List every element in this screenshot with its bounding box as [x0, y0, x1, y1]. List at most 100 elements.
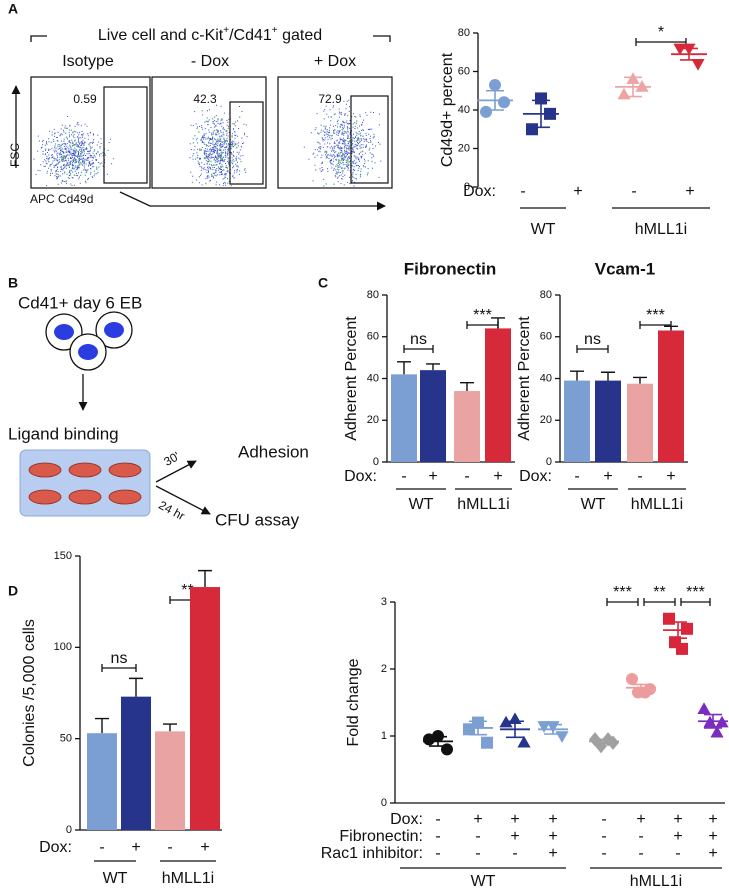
condition-value: -: [631, 183, 636, 200]
significance-label: **: [653, 584, 665, 601]
condition-value: +: [708, 811, 717, 828]
data-point: [710, 725, 724, 738]
chart-title: Fibronectin: [404, 259, 497, 278]
condition-value: -: [638, 828, 643, 845]
error-bar: [198, 569, 212, 588]
flow-title: Isotype: [62, 53, 114, 70]
condition-value: -: [637, 468, 642, 485]
arrow: [155, 460, 197, 483]
y-tick-label: 0: [464, 181, 470, 193]
condition-label: Rac1 inhibitor:: [321, 845, 423, 862]
condition-value: -: [99, 839, 104, 856]
significance-bracket: [576, 345, 609, 353]
sem-bar: [595, 738, 613, 745]
apc-arrow: [119, 191, 386, 211]
y-tick-label: 100: [54, 641, 72, 653]
flow-title: + Dox: [314, 53, 356, 70]
gate: [103, 86, 148, 184]
condition-label: Dox:: [390, 811, 423, 828]
condition-label: Dox:: [463, 183, 496, 200]
flow-title: - Dox: [191, 53, 229, 70]
data-point: [498, 96, 510, 109]
outcome: Adhesion: [238, 442, 309, 461]
y-tick-label: 1: [381, 730, 387, 742]
condition-label: Dox:: [344, 468, 377, 485]
condition-value: +: [673, 811, 682, 828]
data-point: [663, 612, 675, 625]
y-tick-label: 2: [381, 663, 387, 675]
panel-label: C: [318, 275, 328, 291]
condition-value: +: [200, 839, 209, 856]
y-tick-label: 80: [367, 289, 379, 301]
sem-bar: [624, 76, 642, 98]
significance-label: ns: [584, 331, 601, 348]
data-point: [676, 642, 688, 655]
condition-label: Dox:: [39, 839, 72, 856]
panel-label: D: [8, 583, 18, 599]
error-bar: [95, 717, 109, 734]
condition-value: -: [512, 845, 517, 862]
data-point: [626, 673, 638, 686]
condition-value: -: [401, 468, 406, 485]
bar: [564, 380, 590, 462]
condition-value: +: [673, 828, 682, 845]
flow-header: Live cell and c-Kit+/Cd41+ gated: [98, 25, 322, 45]
data-point: [555, 731, 569, 743]
condition-value: +: [131, 839, 140, 856]
group-label: hMLL1i: [457, 496, 509, 513]
data-point: [517, 735, 531, 748]
condition-value: +: [493, 468, 502, 485]
bar: [627, 383, 653, 462]
time-label: 30': [161, 449, 182, 469]
significance-bracket: [101, 664, 137, 672]
event-dots: [191, 110, 246, 185]
group-label: hMLL1i: [630, 873, 682, 890]
data-point: [639, 686, 651, 699]
event-dots: [38, 127, 115, 182]
bar: [190, 587, 220, 830]
condition-value: -: [601, 845, 606, 862]
error-bar: [601, 371, 615, 381]
condition-label: Dox:: [519, 468, 552, 485]
error-bar: [491, 317, 505, 329]
gate-percent: 0.59: [73, 92, 97, 106]
condition-value: +: [603, 468, 612, 485]
schematic-step: Ligand binding: [8, 424, 119, 443]
significance-label: ns: [111, 650, 128, 667]
significance-label: ***: [473, 307, 492, 324]
y-axis-label: Colonies /5,000 cells: [21, 619, 38, 767]
data-point: [681, 622, 693, 635]
data-point: [423, 733, 435, 746]
sem-bar: [429, 735, 447, 747]
data-point: [441, 743, 453, 756]
bar: [87, 733, 117, 830]
y-tick-label: 20: [458, 142, 470, 154]
sem-bar: [469, 720, 487, 736]
condition-value: -: [601, 811, 606, 828]
data-point: [595, 738, 607, 754]
y-tick-label: 0: [373, 456, 379, 468]
header-bracket: [30, 35, 391, 42]
y-tick-label: 0: [546, 456, 552, 468]
event-dots: [303, 99, 382, 187]
condition-value: +: [510, 828, 519, 845]
y-tick-label: 20: [367, 414, 379, 426]
data-point: [481, 736, 493, 749]
data-point: [489, 78, 501, 91]
gate-percent: 72.9: [318, 92, 342, 106]
time-label: 24 hr: [156, 498, 187, 523]
flow-x-label: APC Cd49d: [30, 192, 93, 206]
bar: [391, 374, 417, 462]
y-axis-label: Adherent Percent: [516, 316, 533, 441]
gate: [350, 95, 389, 184]
condition-value: +: [708, 828, 717, 845]
data-point: [617, 87, 631, 100]
sem-bar: [704, 713, 722, 729]
significance-bracket: [643, 598, 676, 606]
condition-value: -: [435, 811, 440, 828]
y-tick-label: 80: [458, 27, 470, 39]
condition-value: -: [435, 828, 440, 845]
condition-value: -: [638, 845, 643, 862]
bar: [155, 731, 185, 830]
